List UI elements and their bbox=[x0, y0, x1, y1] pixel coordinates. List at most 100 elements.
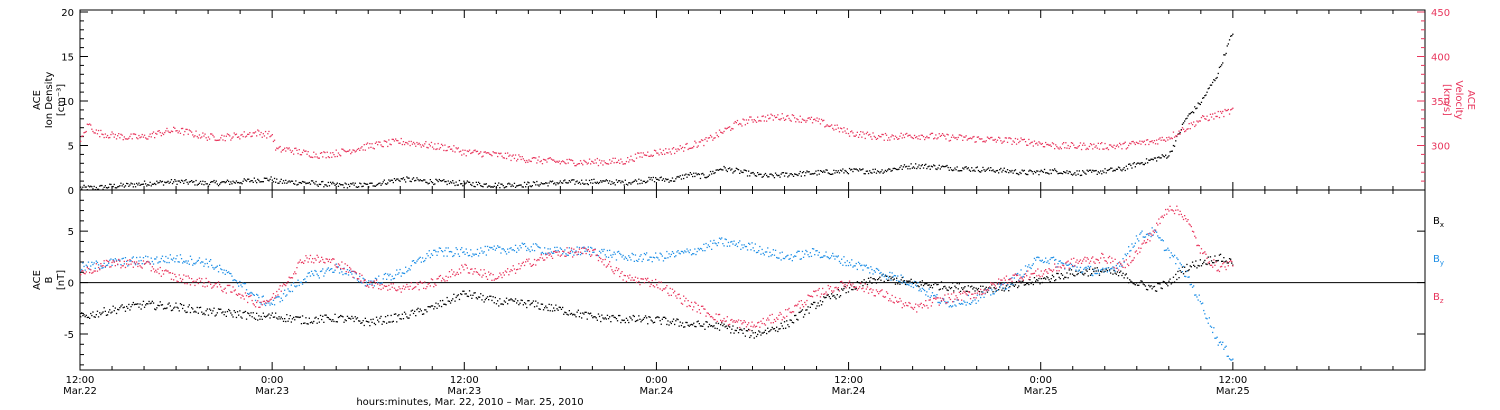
velocity-point bbox=[587, 162, 589, 164]
by-point bbox=[971, 301, 973, 304]
by-point bbox=[1015, 273, 1018, 275]
by-point bbox=[873, 270, 875, 272]
bz-point bbox=[423, 287, 425, 289]
by-point bbox=[177, 261, 179, 263]
by-point bbox=[1163, 249, 1166, 252]
velocity-point bbox=[1135, 141, 1138, 143]
bx-point bbox=[661, 318, 663, 320]
by-point bbox=[787, 254, 789, 256]
density-point bbox=[976, 166, 978, 168]
by-point bbox=[548, 252, 550, 254]
density-point bbox=[1158, 156, 1160, 158]
velocity-point bbox=[690, 147, 693, 149]
by-point bbox=[693, 253, 695, 255]
by-point bbox=[514, 244, 517, 246]
by-point bbox=[152, 263, 155, 265]
by-point bbox=[568, 247, 570, 249]
by-point bbox=[112, 259, 114, 261]
density-point bbox=[278, 182, 280, 184]
density-point bbox=[483, 183, 485, 185]
by-point bbox=[767, 247, 769, 249]
velocity-point bbox=[1040, 143, 1042, 145]
bz-point bbox=[557, 254, 559, 256]
velocity-point bbox=[183, 134, 185, 136]
by-point bbox=[110, 258, 112, 260]
velocity-point bbox=[1187, 128, 1189, 130]
bx-point bbox=[124, 310, 127, 312]
bx-point bbox=[1190, 266, 1192, 268]
density-point bbox=[452, 180, 454, 182]
velocity-point bbox=[452, 150, 454, 152]
by-point bbox=[621, 256, 623, 258]
bx-point bbox=[583, 313, 585, 315]
by-point bbox=[470, 249, 472, 251]
density-point bbox=[219, 183, 221, 185]
bx-point bbox=[145, 304, 147, 306]
bx-point bbox=[155, 309, 157, 311]
by-point bbox=[290, 284, 292, 286]
density-point bbox=[417, 178, 419, 181]
velocity-point bbox=[1073, 144, 1075, 146]
velocity-point bbox=[1048, 144, 1050, 146]
bx-point bbox=[750, 335, 752, 337]
by-point bbox=[355, 273, 357, 275]
bz-point bbox=[657, 287, 659, 289]
bz-point bbox=[714, 319, 716, 321]
density-point bbox=[513, 182, 516, 184]
bz-point bbox=[193, 280, 195, 282]
by-point bbox=[584, 250, 586, 252]
density-point bbox=[275, 181, 277, 183]
velocity-point bbox=[963, 136, 965, 138]
density-point bbox=[207, 185, 210, 187]
velocity-point bbox=[857, 136, 860, 138]
b-y-tick-label: -5 bbox=[64, 330, 74, 341]
density-point bbox=[639, 182, 641, 185]
velocity-point bbox=[378, 141, 380, 143]
velocity-point bbox=[495, 152, 498, 154]
density-point bbox=[1063, 171, 1065, 173]
bz-point bbox=[474, 268, 476, 270]
by-point bbox=[649, 256, 651, 258]
velocity-point bbox=[1124, 141, 1126, 143]
density-point bbox=[389, 180, 391, 182]
velocity-point bbox=[665, 148, 667, 150]
bz-point bbox=[729, 323, 731, 326]
density-point bbox=[625, 183, 628, 185]
velocity-point bbox=[862, 131, 864, 133]
bx-point bbox=[1092, 268, 1094, 270]
bx-point bbox=[396, 321, 398, 323]
bx-point bbox=[95, 314, 97, 316]
by-point bbox=[1070, 263, 1073, 265]
by-point bbox=[1129, 250, 1131, 252]
density-point bbox=[867, 172, 870, 175]
density-point bbox=[911, 167, 913, 169]
density-y-tick-label: 20 bbox=[61, 8, 74, 19]
velocity-point bbox=[679, 145, 681, 147]
velocity-point bbox=[83, 132, 85, 134]
by-point bbox=[1006, 284, 1009, 286]
density-point bbox=[504, 186, 507, 188]
by-point bbox=[1100, 269, 1102, 271]
velocity-point bbox=[526, 159, 528, 162]
by-point bbox=[331, 268, 333, 270]
density-point bbox=[995, 170, 997, 172]
bx-point bbox=[542, 309, 545, 311]
velocity-point bbox=[733, 122, 735, 124]
by-point bbox=[138, 260, 140, 262]
bx-point bbox=[674, 323, 676, 326]
by-point bbox=[437, 251, 439, 253]
velocity-point bbox=[856, 131, 858, 133]
bx-point bbox=[462, 290, 464, 292]
density-point bbox=[833, 169, 835, 171]
by-point bbox=[1008, 286, 1010, 289]
by-point bbox=[943, 298, 945, 300]
bx-point bbox=[100, 313, 102, 316]
density-point bbox=[493, 185, 495, 187]
bx-point bbox=[808, 312, 810, 314]
by-point bbox=[872, 273, 874, 275]
bz-point bbox=[327, 260, 329, 263]
bx-point bbox=[741, 329, 743, 331]
density-point bbox=[721, 169, 723, 171]
bx-point bbox=[424, 309, 426, 311]
bz-point bbox=[318, 261, 320, 263]
